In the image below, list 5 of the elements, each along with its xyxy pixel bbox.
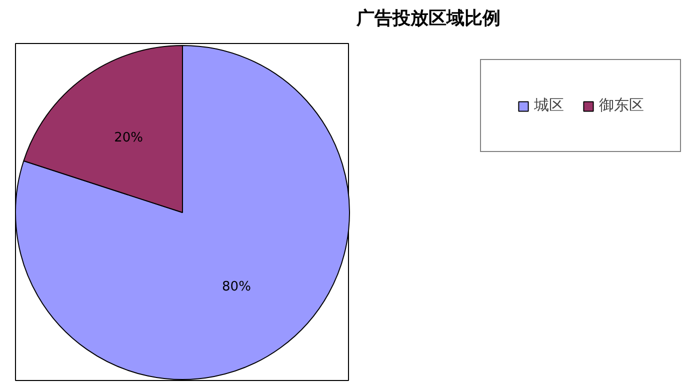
legend-label: 城区 <box>534 96 564 115</box>
legend-label: 御东区 <box>599 96 644 115</box>
data-label: 80% <box>222 279 251 294</box>
chart-title: 广告投放区域比例 <box>356 8 500 29</box>
data-label: 20% <box>114 130 143 146</box>
